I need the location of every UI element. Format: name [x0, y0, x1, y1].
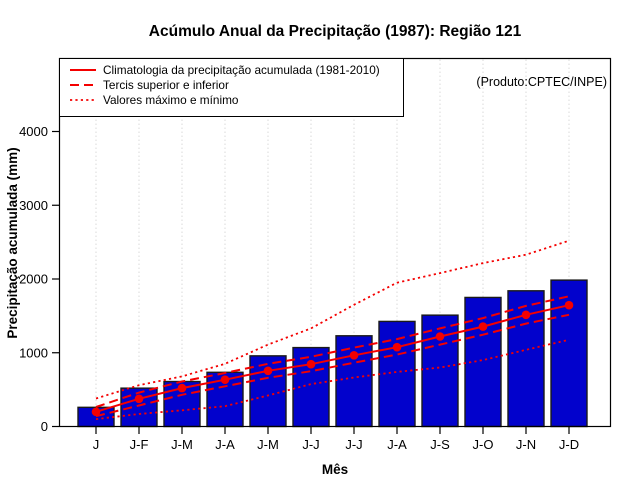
- series-marker: [263, 366, 273, 376]
- series-marker: [349, 351, 359, 360]
- y-axis-title: Precipitação acumulada (mm): [5, 147, 20, 338]
- x-tick-label: J-O: [473, 437, 494, 452]
- legend-box: [59, 58, 404, 117]
- series-line-dashed: [95, 313, 570, 418]
- legend: Climatologia da precipitação acumulada (…: [59, 58, 404, 117]
- series-marker: [306, 359, 316, 369]
- series-marker: [392, 342, 402, 352]
- y-tick-label: 1000: [19, 345, 48, 360]
- legend-label-tercis: Tercis superior e inferior: [103, 78, 229, 92]
- series-marker: [435, 332, 445, 341]
- bar: [249, 355, 287, 428]
- x-tick-label: J-J: [345, 437, 362, 452]
- x-tick-label: J-S: [430, 437, 450, 452]
- y-tick-label: 4000: [19, 124, 48, 139]
- line-series-group: [91, 239, 574, 420]
- series-marker: [177, 383, 187, 393]
- x-tick-label: J-M: [171, 437, 193, 452]
- legend-label-climatology: Climatologia da precipitação acumulada (…: [103, 63, 380, 77]
- x-tick-label: J-J: [302, 437, 319, 452]
- series-marker: [220, 375, 230, 385]
- x-axis-title: Mês: [322, 462, 348, 477]
- producer-annotation: (Produto:CPTEC/INPE): [476, 75, 607, 89]
- bar: [120, 387, 158, 428]
- y-tick-label: 0: [41, 419, 48, 434]
- series-line-dotted: [95, 239, 570, 400]
- x-tick-label: J: [93, 437, 100, 452]
- y-axis-group: 0 1000 2000 3000 4000: [19, 124, 59, 434]
- legend-label-max-min: Valores máximo e mínimo: [103, 93, 239, 107]
- y-tick-label: 2000: [19, 272, 48, 287]
- x-axis-group: J J-F J-M J-A J-M J-J J-J J-A J-S J-O J-N J-D: [93, 427, 579, 452]
- series-marker: [478, 322, 488, 331]
- series-marker: [134, 394, 144, 404]
- series-marker: [564, 300, 574, 310]
- series-marker: [91, 407, 101, 417]
- x-tick-label: J-N: [516, 437, 536, 452]
- chart-title: Acúmulo Anual da Precipitação (1987): Re…: [149, 23, 522, 40]
- x-tick-label: J-A: [387, 437, 407, 452]
- x-tick-label: J-M: [257, 437, 279, 452]
- x-tick-label: J-A: [215, 437, 235, 452]
- series-marker: [521, 310, 531, 320]
- bar: [507, 290, 545, 428]
- x-tick-label: J-F: [130, 437, 149, 452]
- y-tick-label: 3000: [19, 198, 48, 213]
- x-tick-label: J-D: [559, 437, 579, 452]
- bars-group: [77, 279, 588, 428]
- series-line-dashed: [95, 295, 570, 408]
- series-line-solid: [95, 304, 570, 413]
